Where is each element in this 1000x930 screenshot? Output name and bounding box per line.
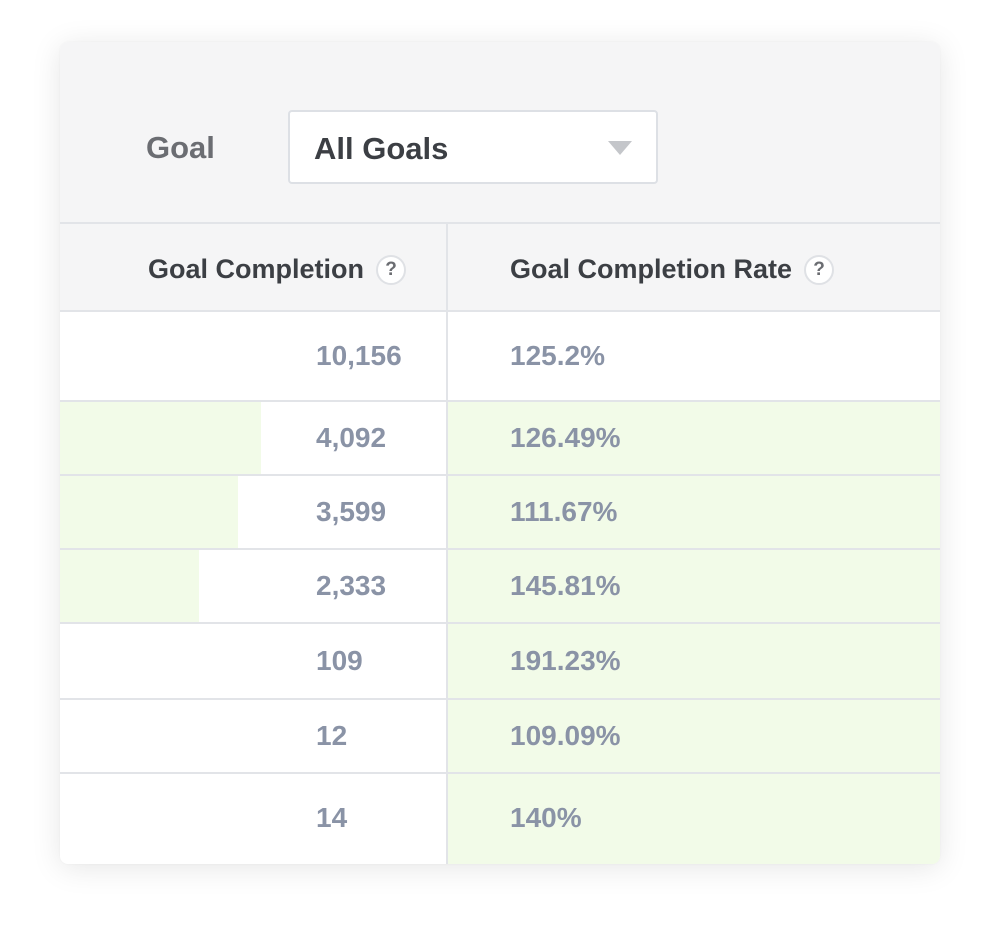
table-row: 109 191.23% xyxy=(60,624,940,700)
table-row: 4,092 126.49% xyxy=(60,402,940,476)
goal-select[interactable]: All Goals xyxy=(288,110,658,184)
column-header-label: Goal Completion Rate xyxy=(510,254,793,284)
rate-highlight xyxy=(448,402,940,474)
goal-completion-rate-cell: 126.49% xyxy=(510,422,621,453)
goal-completion-cell: 10,156 xyxy=(316,340,402,371)
goal-completion-cell: 2,333 xyxy=(316,570,387,601)
goal-filter-label: Goal xyxy=(146,130,215,165)
goal-completion-rate-cell: 191.23% xyxy=(510,645,621,676)
goal-completion-bar xyxy=(60,476,238,548)
table-row: 14 140% xyxy=(60,774,940,864)
rate-highlight xyxy=(448,550,940,622)
rate-highlight xyxy=(448,624,940,698)
goal-completion-rate-cell: 111.67% xyxy=(510,496,618,527)
goal-completion-rate-cell: 109.09% xyxy=(510,720,621,751)
rate-highlight xyxy=(448,700,940,772)
goal-completion-rate-cell: 125.2% xyxy=(510,340,605,371)
goal-completion-cell: 3,599 xyxy=(316,496,387,527)
table-row: 12 109.09% xyxy=(60,700,940,774)
goal-completion-cell: 109 xyxy=(316,645,363,676)
goal-completion-rate-cell: 140% xyxy=(510,802,582,833)
table-row: 10,156 125.2% xyxy=(60,312,940,402)
goal-completion-rate-cell: 145.81% xyxy=(510,570,621,601)
filter-bar: Goal All Goals xyxy=(60,42,940,224)
column-divider xyxy=(446,224,448,864)
goal-report-card: Goal All Goals Goal Completion ? Goal Co… xyxy=(60,42,940,864)
goal-completion-cell: 12 xyxy=(316,720,348,751)
help-icon[interactable]: ? xyxy=(376,254,406,285)
goal-completion-cell: 4,092 xyxy=(316,422,387,453)
goal-select-value: All Goals xyxy=(314,131,449,166)
goal-completion-bar xyxy=(60,550,199,622)
help-icon[interactable]: ? xyxy=(804,254,835,285)
column-header-goal-completion-rate: Goal Completion Rate ? xyxy=(510,254,835,285)
goal-completion-bar xyxy=(60,402,261,474)
column-header-goal-completion: Goal Completion ? xyxy=(148,254,406,285)
rate-highlight xyxy=(448,774,940,864)
table-header: Goal Completion ? Goal Completion Rate ? xyxy=(60,224,940,312)
column-header-label: Goal Completion xyxy=(148,254,364,284)
table-row: 2,333 145.81% xyxy=(60,550,940,624)
goal-completion-cell: 14 xyxy=(316,802,348,833)
table-row: 3,599 111.67% xyxy=(60,476,940,550)
rate-highlight xyxy=(448,476,940,548)
chevron-down-icon xyxy=(608,141,632,155)
